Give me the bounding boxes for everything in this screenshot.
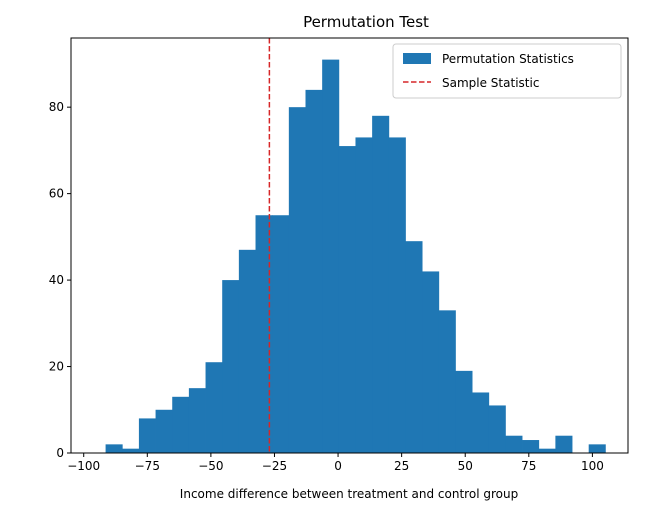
x-axis-label: Income difference between treatment and …: [180, 487, 518, 501]
x-tick-label: 25: [394, 459, 409, 473]
legend-box: [392, 43, 622, 99]
y-tick-label: 20: [49, 360, 64, 374]
histogram-bar: [305, 89, 323, 453]
histogram-bar: [505, 435, 523, 453]
x-tick-label: −25: [262, 459, 287, 473]
x-tick-label: −50: [198, 459, 223, 473]
x-tick-label: −100: [67, 459, 100, 473]
histogram-bar: [555, 435, 573, 453]
histogram-bar: [438, 310, 456, 453]
histogram-bar: [205, 362, 223, 453]
y-tick-label: 60: [49, 187, 64, 201]
histogram-bar: [388, 137, 406, 454]
legend-label-sample: Sample Statistic: [442, 76, 539, 90]
histogram-bar: [255, 215, 273, 453]
histogram-bar: [338, 146, 356, 453]
histogram-bar: [288, 107, 306, 454]
histogram-bar: [238, 249, 256, 453]
histogram-bar: [472, 392, 490, 453]
x-axis: −100 −75 −50 −25 0 25 50 75 100: [67, 453, 604, 473]
histogram-bar: [272, 215, 290, 453]
legend-label-permutation: Permutation Statistics: [442, 52, 574, 66]
histogram-bar: [455, 370, 473, 453]
histogram-bar: [188, 388, 206, 453]
histogram-bar: [222, 280, 240, 453]
histogram-bar: [522, 440, 540, 453]
plot-frame: [70, 37, 629, 454]
histogram-bar: [172, 396, 190, 453]
histogram-bar: [155, 409, 173, 453]
x-tick-label: −75: [135, 459, 160, 473]
legend: Permutation Statistics Sample Statistic: [392, 43, 622, 99]
histogram-bar: [138, 418, 156, 453]
histogram-bar: [122, 448, 140, 453]
histogram-bars: [105, 59, 606, 454]
histogram-bar: [488, 405, 506, 453]
histogram-bar: [355, 137, 373, 454]
x-tick-label: 100: [581, 459, 604, 473]
histogram-bar: [588, 444, 606, 453]
x-tick-label: 75: [521, 459, 536, 473]
legend-swatch-permutation: [403, 53, 431, 64]
chart-title: Permutation Test: [303, 13, 429, 31]
histogram-bar: [322, 59, 340, 453]
histogram-bar: [538, 448, 556, 453]
y-tick-label: 40: [49, 273, 64, 287]
histogram-bar: [405, 241, 423, 453]
y-tick-label: 0: [56, 446, 64, 460]
histogram-bar: [105, 444, 123, 453]
y-axis: 0 20 40 60 80: [49, 100, 71, 460]
x-tick-label: 50: [458, 459, 473, 473]
histogram-bar: [422, 271, 440, 453]
y-tick-label: 80: [49, 100, 64, 114]
histogram-bar: [372, 115, 390, 453]
x-tick-label: 0: [334, 459, 342, 473]
